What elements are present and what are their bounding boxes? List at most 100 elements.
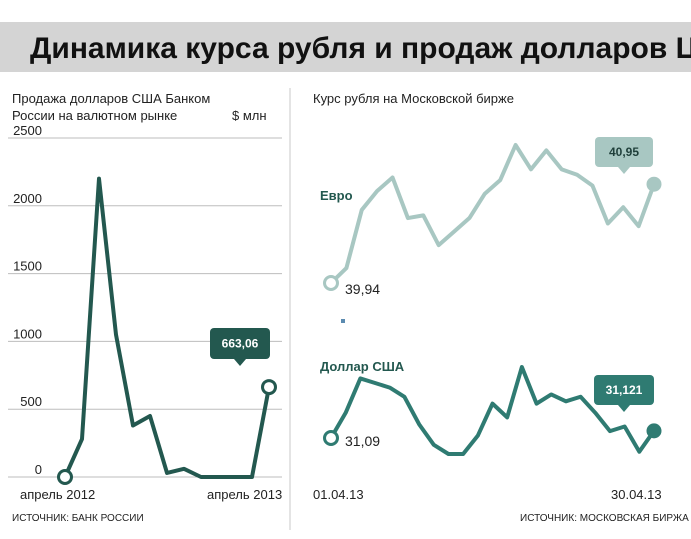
dollar-point	[535, 402, 539, 406]
euro-callout-pointer	[618, 167, 630, 174]
stray-dot-mark	[341, 319, 345, 323]
left-gridlines	[8, 137, 282, 478]
sales-callout-pointer	[234, 359, 246, 366]
dollar-point	[623, 425, 627, 429]
euro-point	[529, 167, 533, 171]
euro-start-value: 39,94	[345, 281, 380, 297]
euro-point	[467, 216, 471, 220]
euro-point	[483, 192, 487, 196]
left-y-tick-labels: 0 500 1000 1500 2000 2500	[13, 123, 42, 477]
euro-point	[575, 173, 579, 177]
dollar-point	[388, 386, 392, 390]
euro-point	[498, 178, 502, 182]
dollar-point	[549, 392, 553, 396]
left-y-tick-label: 1000	[13, 326, 42, 341]
sales-point	[199, 475, 203, 479]
chart-title: Динамика курса рубля и продаж долларов Ц…	[30, 32, 691, 65]
sales-point	[97, 177, 101, 181]
euro-point	[544, 148, 548, 152]
sales-point	[182, 467, 186, 471]
dollar-end-marker	[646, 423, 662, 439]
sales-point	[250, 475, 254, 479]
dollar-point	[402, 395, 406, 399]
euro-point	[375, 189, 379, 193]
dollar-point	[461, 452, 465, 456]
euro-point	[560, 167, 564, 171]
euro-start-marker	[323, 275, 339, 291]
sales-point	[114, 333, 118, 337]
dollar-callout: 31,121	[594, 375, 654, 412]
dollar-point	[564, 399, 568, 403]
dollar-callout-box	[594, 375, 654, 405]
sales-point	[233, 475, 237, 479]
dollar-point	[505, 415, 509, 419]
euro-callout-text: 40,95	[609, 145, 639, 159]
left-subtitle-line1: Продажа долларов США Банком	[12, 91, 210, 106]
euro-point	[406, 216, 410, 220]
dollar-point	[476, 434, 480, 438]
dollar-callout-text: 31,121	[606, 383, 643, 397]
right-x-start-label: 01.04.13	[313, 487, 364, 502]
left-x-end-label: апрель 2013	[207, 487, 282, 502]
dollar-start-value: 31,09	[345, 433, 380, 449]
title-bar	[0, 22, 691, 72]
left-y-tick-label: 0	[35, 462, 42, 477]
left-x-start-label: апрель 2012	[20, 487, 95, 502]
dollar-point	[491, 402, 494, 406]
sales-point	[216, 475, 220, 479]
left-y-tick-label: 500	[20, 394, 42, 409]
dollar-point	[608, 429, 612, 433]
dollar-callout-pointer	[618, 405, 630, 412]
dollar-series-name: Доллар США	[320, 359, 405, 374]
left-y-tick-label: 1500	[13, 259, 42, 274]
right-x-end-label: 30.04.13	[611, 487, 662, 502]
left-subtitle-line2: России на валютном рынке	[12, 108, 177, 123]
dollar-point	[432, 443, 436, 447]
sales-point	[148, 414, 152, 418]
euro-callout-box	[595, 137, 653, 167]
euro-point	[590, 184, 594, 188]
dollar-start-marker	[323, 429, 339, 446]
euro-series-name: Евро	[320, 188, 353, 203]
euro-point	[637, 224, 641, 228]
right-source: ИСТОЧНИК: МОСКОВСКАЯ БИРЖА	[520, 513, 689, 524]
dollar-point	[344, 411, 348, 415]
euro-callout: 40,95	[595, 137, 653, 174]
euro-point	[391, 175, 395, 179]
dollar-point	[373, 381, 377, 385]
euro-point	[621, 205, 625, 209]
euro-point	[421, 213, 425, 217]
sales-point	[131, 423, 135, 427]
euro-line	[329, 143, 656, 285]
sales-callout: 663,06	[210, 328, 270, 366]
left-y-tick-label: 2500	[13, 123, 42, 138]
euro-point	[514, 143, 518, 147]
sales-line	[63, 176, 271, 479]
sales-callout-text: 663,06	[222, 337, 259, 351]
euro-point	[344, 266, 348, 270]
sales-callout-box	[210, 328, 270, 359]
right-subtitle: Курс рубля на Московской бирже	[313, 91, 514, 106]
euro-point	[606, 221, 610, 225]
sales-start-marker	[57, 469, 73, 485]
dollar-point	[358, 376, 362, 380]
left-source: ИСТОЧНИК: БАНК РОССИИ	[12, 513, 144, 524]
dollar-point	[446, 452, 450, 456]
dollar-point	[579, 395, 583, 399]
euro-point	[437, 243, 441, 247]
euro-end-marker	[646, 176, 662, 192]
euro-point	[360, 208, 364, 212]
dollar-point	[417, 422, 421, 426]
dollar-point	[520, 365, 524, 369]
sales-end-marker	[261, 379, 277, 396]
sales-point	[165, 471, 169, 475]
euro-point	[452, 230, 456, 234]
left-series-group: 663,06	[57, 176, 277, 485]
left-unit-label: $ млн	[232, 108, 267, 123]
sales-point	[80, 437, 84, 441]
dollar-point	[593, 411, 597, 415]
left-y-tick-label: 2000	[13, 191, 42, 206]
right-series-group: Евро 39,94 40,95 Доллар США 31,09 31,121	[320, 137, 662, 456]
